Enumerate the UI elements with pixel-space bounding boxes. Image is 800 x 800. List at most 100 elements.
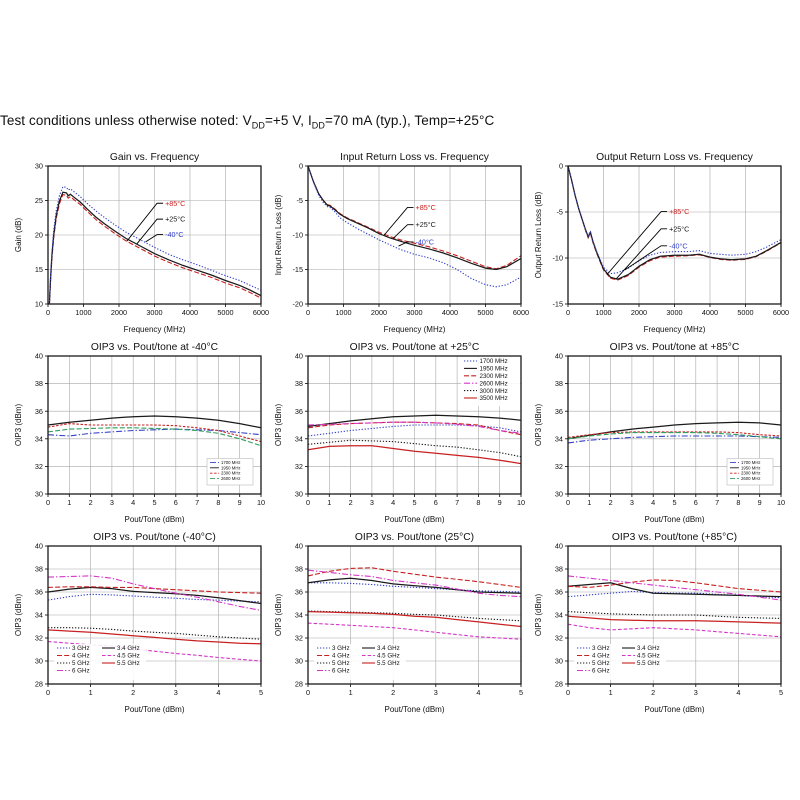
- series-line: [567, 615, 782, 624]
- y-tick-label: -10: [292, 231, 303, 240]
- x-tick-label: 1: [587, 498, 591, 507]
- x-tick-label: 0: [566, 498, 570, 507]
- legend-label: 1700 MHz: [741, 460, 761, 465]
- legend-label: 1700 MHz: [221, 460, 241, 465]
- legend-label: 5.5 GHz: [637, 660, 660, 667]
- x-tick-label: 8: [216, 498, 220, 507]
- plot-frame: [47, 165, 262, 305]
- legend-label: 3 GHz: [592, 645, 610, 652]
- series-line: [307, 424, 522, 437]
- callout-label: -40°C: [669, 241, 687, 250]
- series-line: [307, 622, 522, 640]
- x-tick-label: 0: [306, 308, 310, 317]
- legend: 3 GHz 3.4 GHz 4 GHz 4.5 GHz 5 GHz 5.5 GHz 6 GH…: [574, 644, 666, 680]
- curve-callout: +85°C: [383, 203, 436, 236]
- y-axis-label: Input Return Loss (dB): [274, 194, 283, 275]
- legend-label: 4.5 GHz: [637, 653, 660, 660]
- curve-callout: -40°C: [145, 230, 184, 243]
- y-tick-label: 28: [35, 680, 43, 689]
- y-tick-label: 32: [555, 634, 563, 643]
- y-tick-label: 32: [35, 462, 43, 471]
- legend-label: 3500 MHz: [480, 395, 508, 402]
- callout-label: +85°C: [165, 199, 185, 208]
- legend-label: 2600 MHz: [741, 476, 761, 481]
- x-tick-label: 3: [630, 498, 634, 507]
- x-tick-label: 1: [349, 688, 353, 697]
- series-line: [307, 165, 522, 270]
- callout-label: +25°C: [669, 224, 689, 233]
- y-tick-label: 0: [559, 162, 563, 171]
- curve-callout: +85°C: [126, 199, 185, 242]
- legend-label: 3000 MHz: [480, 388, 508, 395]
- legend-label: 5.5 GHz: [377, 660, 400, 667]
- series-line: [307, 165, 522, 271]
- series-line: [567, 590, 782, 599]
- x-tick-label: 2: [89, 498, 93, 507]
- y-tick-label: 34: [35, 434, 43, 443]
- series-line: [47, 593, 262, 603]
- series-line: [567, 579, 782, 593]
- x-axis-label: Frequency (MHz): [644, 325, 706, 334]
- y-axis-label: OIP3 (dBm): [274, 404, 283, 447]
- x-tick-label: 10: [517, 498, 525, 507]
- y-tick-label: 30: [295, 657, 303, 666]
- legend: 3 GHz 3.4 GHz 4 GHz 4.5 GHz 5 GHz 5.5 GHz 6 GH…: [54, 644, 146, 680]
- series-line: [47, 586, 262, 594]
- series-lines: [307, 165, 522, 288]
- y-tick-label: 32: [295, 462, 303, 471]
- y-tick-label: 32: [35, 634, 43, 643]
- callout-label: -40°C: [416, 237, 434, 246]
- x-tick-label: 4: [391, 498, 395, 507]
- chart-title: Gain vs. Frequency: [110, 152, 200, 163]
- legend-label: 3.4 GHz: [117, 645, 140, 652]
- y-tick-label: 30: [555, 657, 563, 666]
- series-line: [567, 165, 782, 280]
- x-tick-label: 2: [131, 688, 135, 697]
- y-tick-label: -5: [297, 196, 304, 205]
- series-line: [567, 575, 782, 601]
- chart-output-return-loss-vs-frequency: 0 1000 2000 3000 4000 5000 6000 0 -5 -10 -15 Output…: [532, 150, 790, 336]
- y-axis-label: Output Return Loss (dB): [534, 191, 543, 278]
- series-line: [567, 623, 782, 638]
- y-tick-label: 0: [299, 162, 303, 171]
- series-line: [567, 435, 782, 444]
- series-line: [307, 165, 522, 288]
- y-tick-label: 40: [295, 542, 303, 551]
- x-tick-label: 2: [651, 688, 655, 697]
- chart-title: OIP3 vs. Pout/tone at +25°C: [350, 342, 480, 353]
- x-tick-label: 4: [216, 688, 220, 697]
- legend-label: 1950 MHz: [741, 465, 761, 470]
- legend-label: 6 GHz: [72, 668, 90, 675]
- test-conditions-note: Test conditions unless otherwise noted: …: [0, 113, 495, 131]
- series-line: [567, 582, 782, 598]
- y-axis-label: OIP3 (dBm): [14, 404, 23, 447]
- y-tick-label: 15: [35, 265, 43, 274]
- x-tick-label: 4: [736, 688, 740, 697]
- legend-label: 5.5 GHz: [117, 660, 140, 667]
- y-axis-label: OIP3 (dBm): [14, 594, 23, 637]
- chart-oip3-vs-pout-tone-plus85c-ghz: 0 1 2 3 4 5 28 30 32 34 36 38 40 OIP3 vs. Pout/tone (…: [532, 530, 790, 716]
- y-tick-label: 34: [295, 611, 303, 620]
- legend-label: 6 GHz: [592, 668, 610, 675]
- x-tick-label: 4000: [442, 308, 458, 317]
- y-tick-label: 30: [35, 162, 43, 171]
- y-tick-label: 38: [35, 565, 43, 574]
- x-tick-label: 3000: [406, 308, 422, 317]
- x-tick-label: 3000: [146, 308, 162, 317]
- y-tick-label: 36: [35, 588, 43, 597]
- series-line: [47, 629, 262, 645]
- legend-label: 1700 MHz: [480, 358, 508, 365]
- y-tick-label: 32: [555, 462, 563, 471]
- y-tick-label: 30: [35, 490, 43, 499]
- curve-callout: +25°C: [136, 215, 185, 245]
- x-axis-label: Frequency (MHz): [124, 325, 186, 334]
- series-line: [307, 439, 522, 458]
- series-line: [47, 423, 262, 443]
- x-axis-label: Pout/Tone (dBm): [644, 705, 704, 714]
- legend-label: 2300 MHz: [221, 471, 241, 476]
- chart-title: OIP3 vs. Pout/tone (+85°C): [612, 532, 737, 543]
